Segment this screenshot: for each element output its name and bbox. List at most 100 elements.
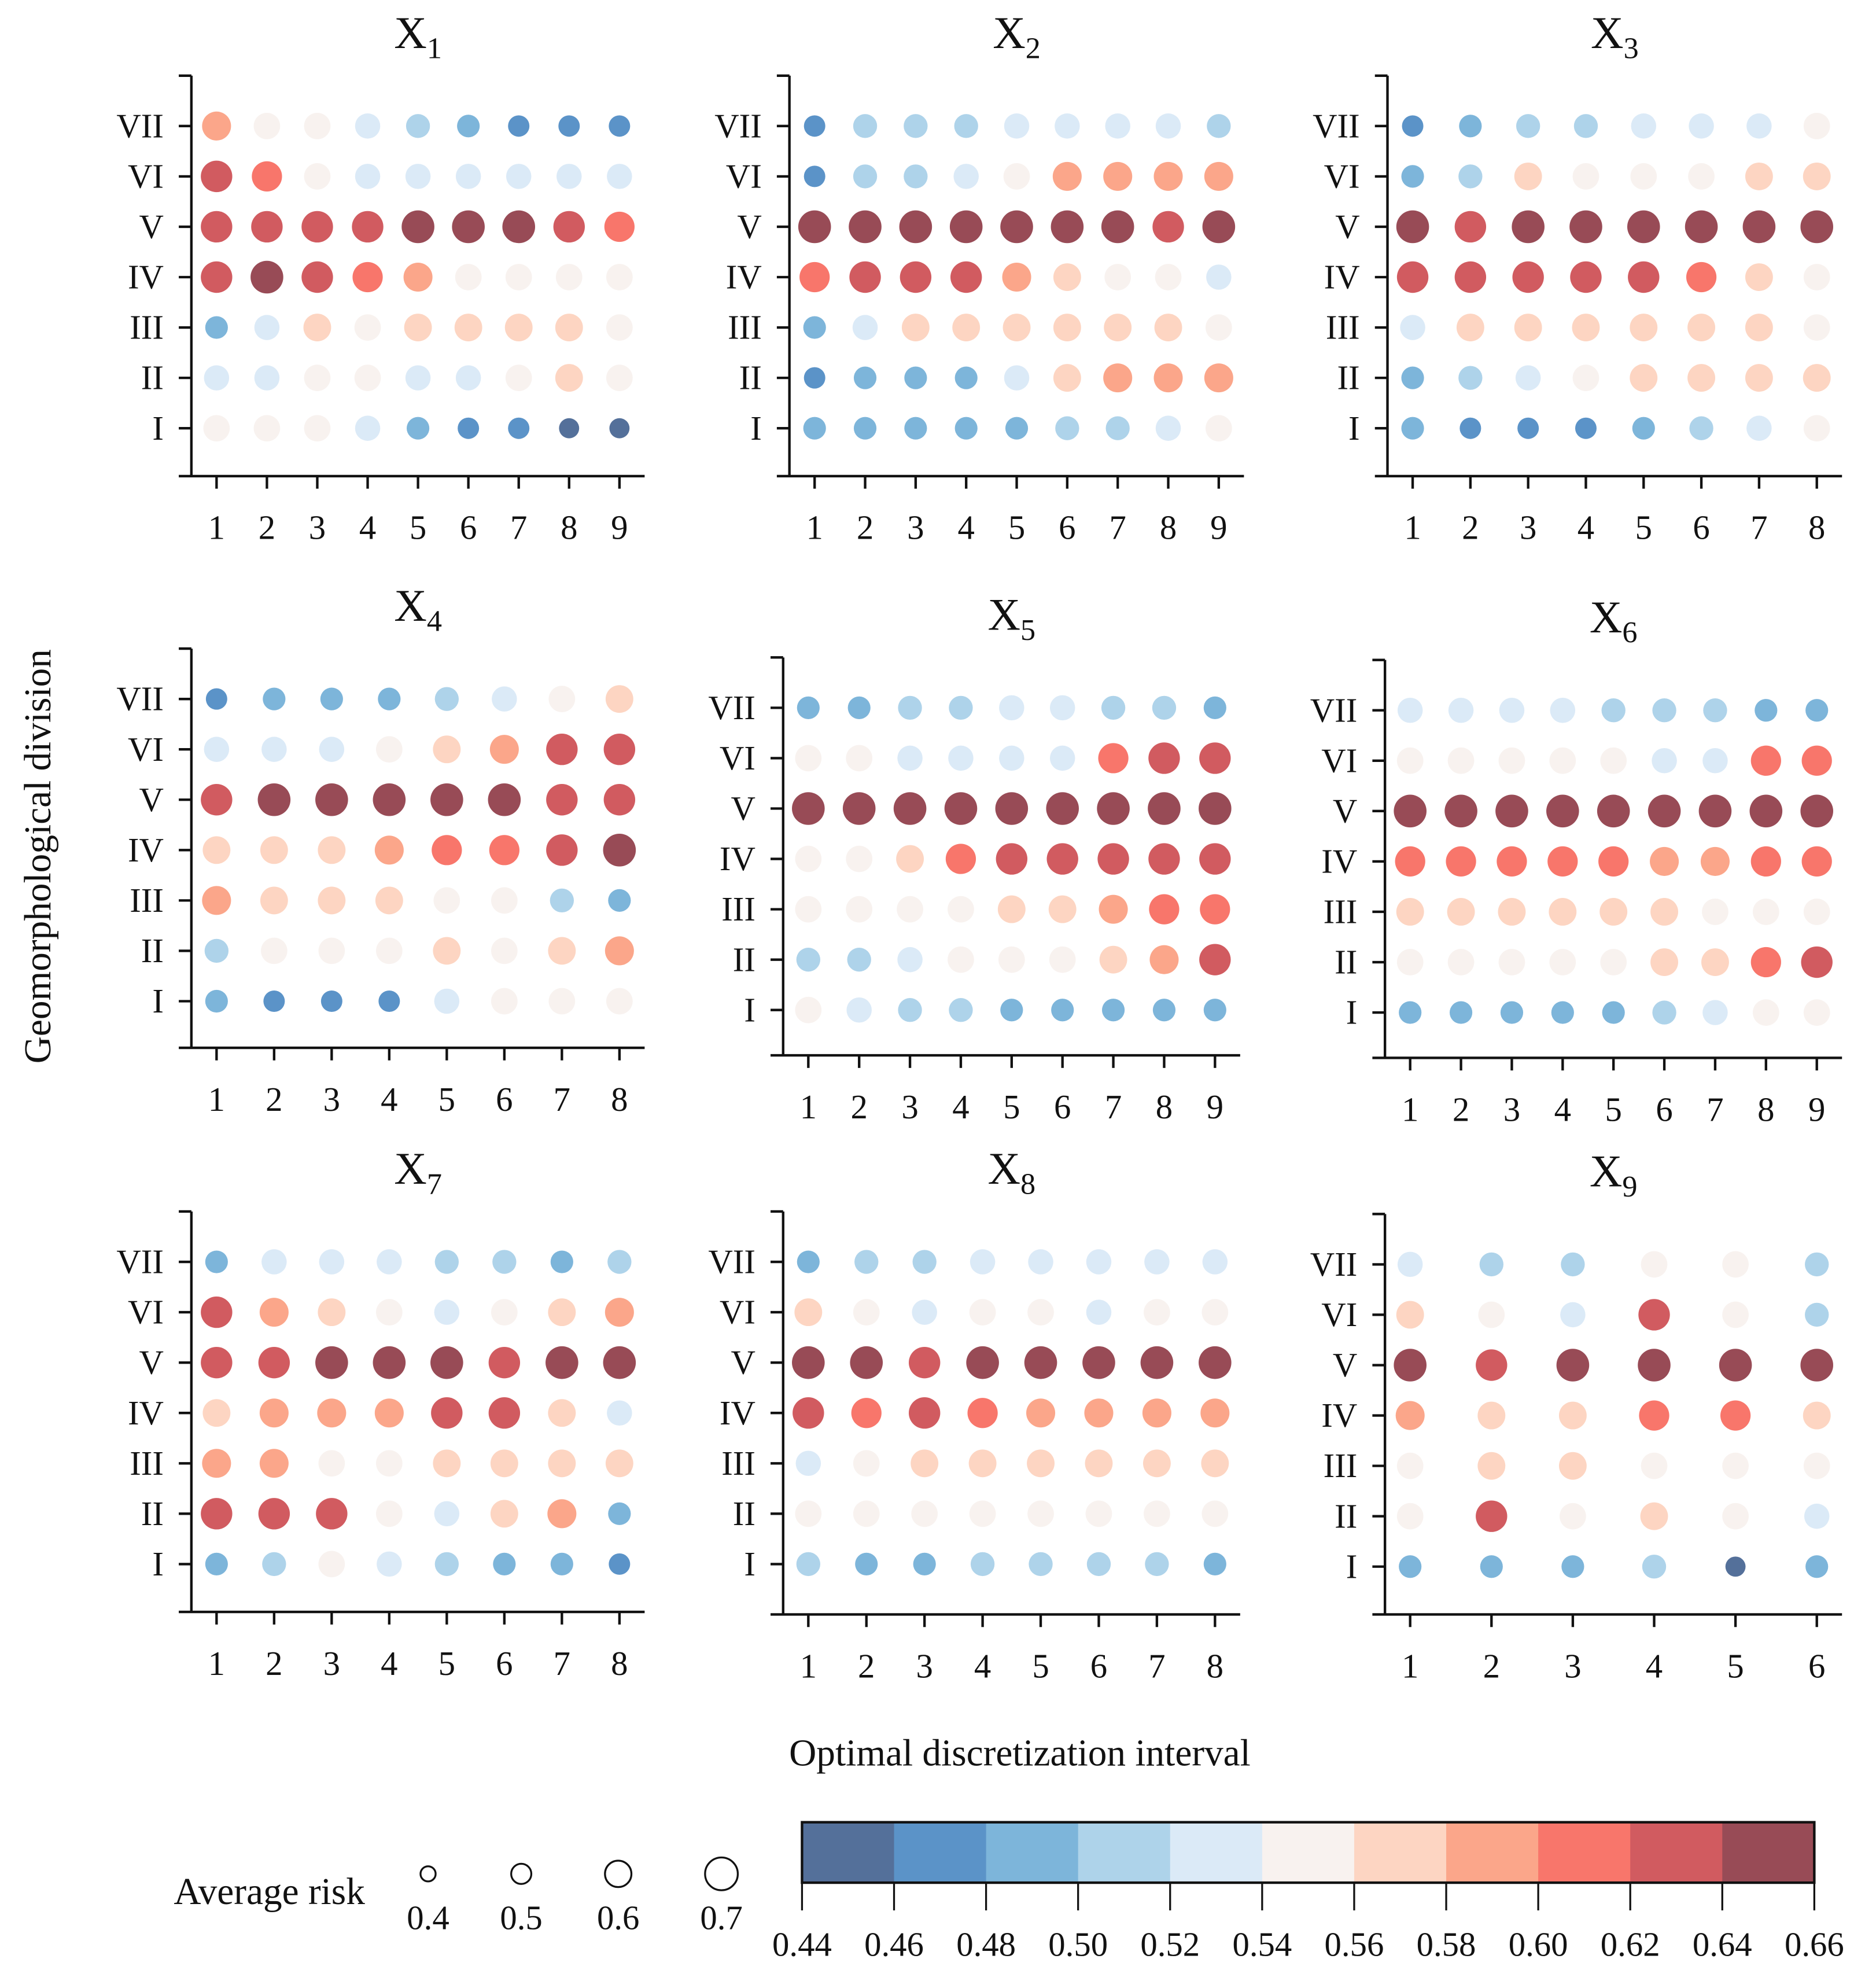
- risk-dot: [319, 737, 345, 762]
- risk-dot: [262, 1552, 286, 1577]
- colorbar-tick-label: 0.64: [1693, 1925, 1752, 1963]
- risk-dot: [1752, 899, 1779, 925]
- risk-dot: [967, 1398, 998, 1428]
- risk-dot: [434, 1552, 459, 1577]
- risk-dot: [558, 115, 580, 137]
- risk-dot: [1725, 1556, 1746, 1577]
- risk-dot: [490, 1500, 518, 1528]
- risk-dot: [1495, 794, 1528, 828]
- risk-dot: [897, 947, 923, 973]
- risk-dot: [430, 1346, 463, 1379]
- x-tick-label: 8: [1156, 1088, 1173, 1126]
- size-legend-circle: [604, 1860, 633, 1888]
- risk-dot: [303, 314, 331, 342]
- x-tick-label: 9: [1207, 1088, 1223, 1126]
- colorbar-tick-label: 0.50: [1048, 1925, 1108, 1963]
- risk-dot: [1395, 846, 1425, 877]
- risk-dot: [970, 1249, 996, 1275]
- y-tick-label: V: [139, 208, 164, 246]
- x-tick-label: 5: [410, 509, 426, 547]
- risk-dot: [1200, 894, 1230, 925]
- risk-dot: [1144, 1299, 1170, 1325]
- y-tick-label: I: [750, 410, 762, 447]
- x-tick-label: 6: [1090, 1647, 1107, 1685]
- risk-dot: [375, 1450, 403, 1477]
- risk-dot: [301, 261, 333, 293]
- y-tick-label: V: [1333, 1346, 1357, 1384]
- risk-dot: [1051, 210, 1084, 244]
- risk-dot: [1689, 113, 1714, 139]
- risk-dot: [1448, 697, 1474, 723]
- y-tick-label: I: [744, 991, 755, 1029]
- risk-dot: [1477, 1401, 1506, 1430]
- risk-dot: [1004, 365, 1030, 391]
- x-tick-label: 5: [438, 1081, 455, 1118]
- risk-dot: [1805, 1252, 1829, 1277]
- risk-dot: [374, 1398, 404, 1428]
- risk-dot: [1449, 1001, 1473, 1024]
- x-tick-label: 8: [1160, 509, 1177, 547]
- risk-dot: [911, 1500, 938, 1527]
- risk-dot: [952, 314, 981, 342]
- x-tick-label: 1: [208, 509, 225, 547]
- x-tick-label: 2: [266, 1645, 282, 1682]
- risk-dot: [1396, 747, 1424, 774]
- risk-dot: [1399, 1555, 1422, 1578]
- risk-dot: [491, 937, 518, 964]
- panel-title: X6: [1590, 592, 1638, 649]
- risk-dot: [1456, 314, 1484, 342]
- risk-dot: [795, 845, 822, 872]
- risk-dot: [1103, 363, 1133, 393]
- y-tick-label: II: [1335, 1497, 1357, 1535]
- risk-dot: [796, 947, 820, 972]
- risk-dot: [1396, 949, 1424, 975]
- risk-dot: [1082, 1346, 1115, 1379]
- risk-dot: [1702, 899, 1728, 925]
- risk-dot: [904, 114, 928, 138]
- risk-dot: [795, 996, 822, 1023]
- risk-dot: [899, 210, 933, 244]
- risk-dot: [1602, 1001, 1625, 1024]
- risk-dot: [320, 687, 343, 710]
- risk-dot: [898, 998, 922, 1022]
- risk-dot: [1401, 417, 1424, 440]
- risk-dot: [1803, 314, 1830, 341]
- x-tick-label: 2: [1453, 1091, 1469, 1128]
- size-legend-circle: [510, 1862, 533, 1885]
- risk-dot: [1206, 264, 1232, 290]
- colorbar-tick-label: 0.48: [956, 1925, 1016, 1963]
- risk-dot: [318, 1551, 345, 1578]
- risk-dot: [911, 1449, 939, 1478]
- panel-title: X2: [993, 8, 1041, 65]
- risk-dot: [1638, 1299, 1670, 1331]
- risk-dot: [204, 365, 230, 391]
- risk-dot: [1046, 843, 1078, 875]
- y-tick-label: III: [721, 890, 755, 928]
- x-tick-label: 4: [1646, 1647, 1663, 1685]
- risk-dot: [1048, 895, 1077, 923]
- y-tick-label: II: [739, 359, 762, 397]
- y-tick-label: II: [141, 932, 164, 970]
- risk-dot: [795, 896, 822, 923]
- x-tick-label: 9: [611, 509, 628, 547]
- risk-dot: [1199, 792, 1232, 825]
- risk-dot: [1549, 898, 1577, 926]
- y-tick-label: VII: [708, 1243, 755, 1281]
- risk-dot: [1641, 1452, 1668, 1479]
- risk-dot: [1202, 210, 1236, 244]
- x-tick-label: 8: [1207, 1647, 1223, 1685]
- risk-dot: [954, 114, 978, 138]
- x-tick-label: 1: [1402, 1091, 1418, 1128]
- risk-dot: [253, 112, 281, 139]
- x-tick-label: 6: [460, 509, 477, 547]
- risk-dot: [603, 834, 636, 867]
- risk-dot: [1155, 264, 1182, 290]
- panel-title-main: X: [1590, 1146, 1623, 1196]
- risk-dot: [355, 113, 381, 139]
- risk-dot: [508, 417, 530, 439]
- y-tick-label: VI: [1324, 157, 1360, 195]
- risk-dot: [201, 1498, 233, 1530]
- risk-dot: [375, 736, 403, 763]
- risk-dot: [1097, 792, 1130, 825]
- risk-dot: [318, 1450, 345, 1477]
